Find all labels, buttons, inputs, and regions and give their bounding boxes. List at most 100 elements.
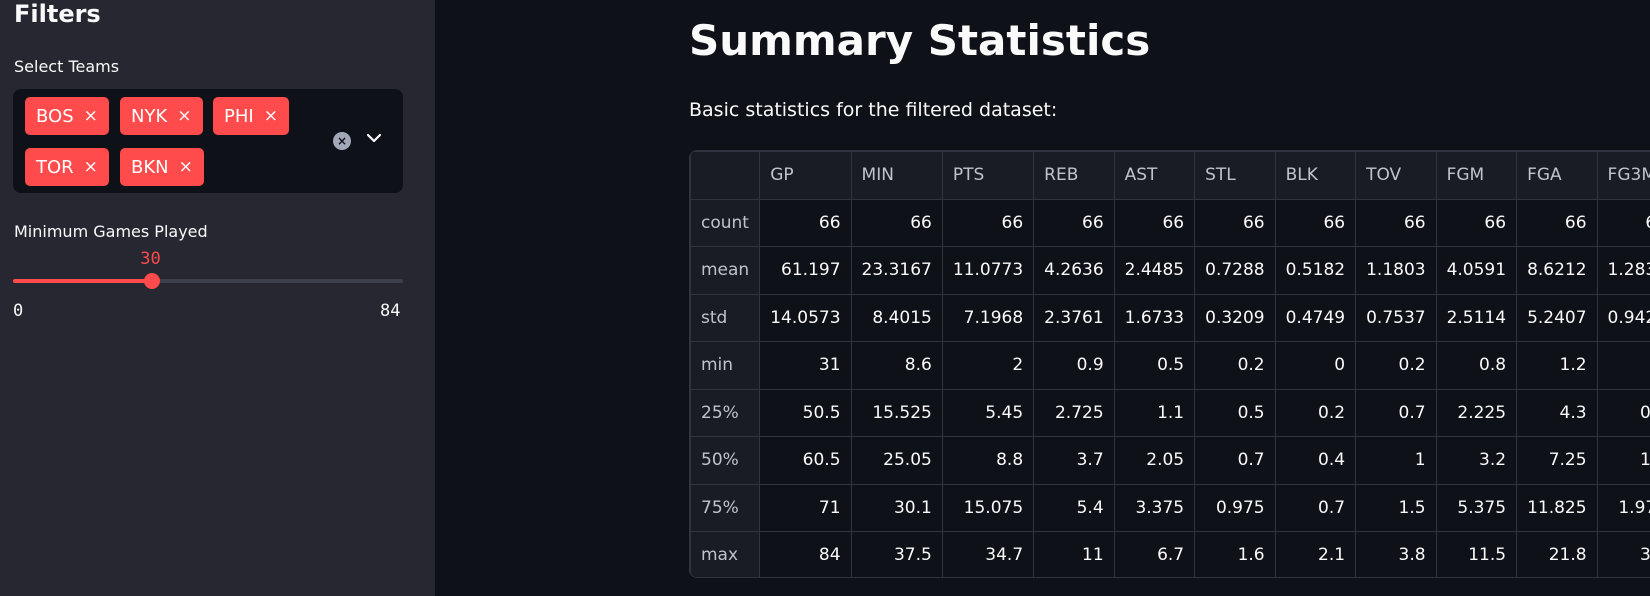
table-cell[interactable]: 8.6212: [1516, 246, 1598, 295]
table-cell[interactable]: 0.4: [1274, 436, 1357, 485]
column-header-fg3m[interactable]: FG3M: [1596, 151, 1650, 200]
table-cell[interactable]: 3.8: [1355, 531, 1437, 577]
table-cell[interactable]: 2.3761: [1033, 293, 1115, 342]
table-cell[interactable]: 1.5: [1355, 483, 1437, 532]
chevron-down-icon[interactable]: [365, 129, 383, 147]
table-cell[interactable]: 5.2407: [1516, 293, 1598, 342]
team-tag[interactable]: BOS ×: [25, 97, 109, 135]
index-header-cell[interactable]: [690, 151, 761, 200]
table-cell[interactable]: 15.075: [941, 483, 1035, 532]
table-cell[interactable]: 3.2: [1435, 436, 1518, 485]
table-cell[interactable]: 11: [1033, 531, 1115, 577]
stats-table[interactable]: GPMINPTSREBASTSTLBLKTOVFGMFGAFG3MFG3A co…: [689, 150, 1650, 578]
table-cell[interactable]: 1.6: [1194, 531, 1276, 577]
table-cell[interactable]: 0.7288: [1194, 246, 1276, 295]
table-cell[interactable]: 0.4749: [1274, 293, 1357, 342]
table-cell[interactable]: 84: [759, 531, 852, 577]
table-cell[interactable]: 66: [850, 198, 943, 247]
table-cell[interactable]: 0.7537: [1355, 293, 1437, 342]
table-cell[interactable]: 11.825: [1516, 483, 1598, 532]
team-tag[interactable]: TOR ×: [25, 148, 109, 186]
table-cell[interactable]: 3.375: [1113, 483, 1196, 532]
table-cell[interactable]: 0.5: [1194, 388, 1276, 437]
table-cell[interactable]: 1.6733: [1113, 293, 1196, 342]
table-cell[interactable]: 1.2833: [1596, 246, 1650, 295]
table-cell[interactable]: 8.6: [850, 341, 943, 390]
table-cell[interactable]: 0.975: [1194, 483, 1276, 532]
table-cell[interactable]: 0.4: [1596, 388, 1650, 437]
table-cell[interactable]: 0.8: [1435, 341, 1518, 390]
slider-track[interactable]: [13, 279, 403, 283]
table-cell[interactable]: 66: [1194, 198, 1276, 247]
table-cell[interactable]: 30.1: [850, 483, 943, 532]
table-cell[interactable]: 0.2: [1194, 341, 1276, 390]
table-cell[interactable]: 34.7: [941, 531, 1035, 577]
table-cell[interactable]: 15.525: [850, 388, 943, 437]
table-cell[interactable]: 5.45: [941, 388, 1035, 437]
table-cell[interactable]: 66: [759, 198, 852, 247]
table-cell[interactable]: 1: [1355, 436, 1437, 485]
table-cell[interactable]: 0.7: [1355, 388, 1437, 437]
table-cell[interactable]: 2: [941, 341, 1035, 390]
remove-tag-icon[interactable]: ×: [263, 106, 278, 126]
table-cell[interactable]: 66: [1033, 198, 1115, 247]
table-cell[interactable]: 0.9426: [1596, 293, 1650, 342]
table-cell[interactable]: 0.3209: [1194, 293, 1276, 342]
table-cell[interactable]: 0.7: [1274, 483, 1357, 532]
column-header-stl[interactable]: STL: [1194, 151, 1276, 200]
table-cell[interactable]: 3.7: [1033, 436, 1115, 485]
table-cell[interactable]: 1.1803: [1355, 246, 1437, 295]
table-cell[interactable]: 1.2: [1516, 341, 1598, 390]
table-cell[interactable]: 4.2636: [1033, 246, 1115, 295]
column-header-reb[interactable]: REB: [1033, 151, 1115, 200]
table-cell[interactable]: 23.3167: [850, 246, 943, 295]
team-tag[interactable]: PHI ×: [213, 97, 289, 135]
table-cell[interactable]: 2.225: [1435, 388, 1518, 437]
table-cell[interactable]: 7.25: [1516, 436, 1598, 485]
table-cell[interactable]: 37.5: [850, 531, 943, 577]
table-cell[interactable]: 1.1: [1113, 388, 1196, 437]
table-cell[interactable]: 66: [1596, 198, 1650, 247]
table-cell[interactable]: 7.1968: [941, 293, 1035, 342]
remove-tag-icon[interactable]: ×: [83, 157, 98, 177]
team-tag[interactable]: NYK ×: [120, 97, 203, 135]
slider-thumb[interactable]: [144, 273, 161, 289]
table-cell[interactable]: 66: [1113, 198, 1196, 247]
table-cell[interactable]: 61.197: [759, 246, 852, 295]
clear-all-icon[interactable]: ×: [333, 132, 351, 150]
table-cell[interactable]: 0: [1274, 341, 1357, 390]
table-cell[interactable]: 50.5: [759, 388, 852, 437]
table-cell[interactable]: 21.8: [1516, 531, 1598, 577]
table-cell[interactable]: 4.3: [1516, 388, 1598, 437]
table-cell[interactable]: 66: [1516, 198, 1598, 247]
remove-tag-icon[interactable]: ×: [83, 106, 98, 126]
column-header-blk[interactable]: BLK: [1274, 151, 1357, 200]
table-cell[interactable]: 11.5: [1435, 531, 1518, 577]
table-cell[interactable]: 5.4: [1033, 483, 1115, 532]
column-header-gp[interactable]: GP: [759, 151, 852, 200]
table-cell[interactable]: 66: [1435, 198, 1518, 247]
table-cell[interactable]: 2.4485: [1113, 246, 1196, 295]
table-cell[interactable]: 0.5: [1113, 341, 1196, 390]
table-cell[interactable]: 14.0573: [759, 293, 852, 342]
table-cell[interactable]: 0.2: [1355, 341, 1437, 390]
column-header-tov[interactable]: TOV: [1355, 151, 1437, 200]
table-cell[interactable]: 0.2: [1274, 388, 1357, 437]
table-cell[interactable]: 2.5114: [1435, 293, 1518, 342]
table-cell[interactable]: 5.375: [1435, 483, 1518, 532]
table-cell[interactable]: 0.7: [1194, 436, 1276, 485]
table-cell[interactable]: 6.7: [1113, 531, 1196, 577]
table-cell[interactable]: 2.1: [1274, 531, 1357, 577]
column-header-pts[interactable]: PTS: [941, 151, 1035, 200]
table-cell[interactable]: 8.8: [941, 436, 1035, 485]
table-cell[interactable]: 0.9: [1033, 341, 1115, 390]
column-header-fga[interactable]: FGA: [1516, 151, 1598, 200]
table-cell[interactable]: 66: [941, 198, 1035, 247]
column-header-min[interactable]: MIN: [850, 151, 943, 200]
column-header-ast[interactable]: AST: [1113, 151, 1196, 200]
table-cell[interactable]: 60.5: [759, 436, 852, 485]
table-cell[interactable]: 1.3: [1596, 436, 1650, 485]
table-cell[interactable]: 2.05: [1113, 436, 1196, 485]
remove-tag-icon[interactable]: ×: [178, 157, 193, 177]
remove-tag-icon[interactable]: ×: [177, 106, 192, 126]
